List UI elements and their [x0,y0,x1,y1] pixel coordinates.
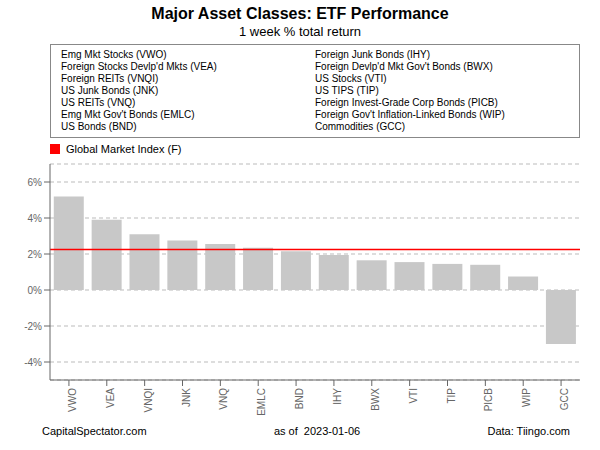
html-text:Commodities (GCC): Commodities (GCC) [315,121,405,132]
svg-text:TIP: TIP [446,388,457,404]
html-text:CapitalSpectator.com: CapitalSpectator.com [42,425,147,437]
html-text:Foreign Junk Bonds (IHY): Foreign Junk Bonds (IHY) [315,49,431,60]
html-text:US Junk Bonds (JNK): US Junk Bonds (JNK) [61,85,159,96]
svg-text:6%: 6% [28,177,43,188]
html-text:Foreign Gov't Inflation-Linked: Foreign Gov't Inflation-Linked Bonds (WI… [315,109,505,120]
html-text:US Bonds (BND): US Bonds (BND) [61,121,137,132]
svg-text:2%: 2% [28,249,43,260]
html-text:Foreign Invest-Grade Corp Bond: Foreign Invest-Grade Corp Bonds (PICB) [315,97,498,108]
html-text:1 week % total return: 1 week % total return [238,24,362,39]
svg-text:-4%: -4% [24,357,42,368]
html-text:Major Asset Classes: ETF Perfo: Major Asset Classes: ETF Performance [151,5,449,22]
html-text:US REITs (VNQ): US REITs (VNQ) [61,97,136,108]
svg-text:BWX: BWX [370,388,381,411]
html-text:Data: Tiingo.com: Data: Tiingo.com [487,425,570,437]
html-text:Emg Mkt Stocks (VWO): Emg Mkt Stocks (VWO) [61,49,167,60]
svg-text:VNQ: VNQ [218,388,229,410]
svg-text:VEA: VEA [105,388,116,408]
svg-text:EMLC: EMLC [256,388,267,416]
html-text:as of 2023-01-06: as of 2023-01-06 [273,425,361,437]
svg-text:VNQI: VNQI [143,388,154,412]
html-text:Foreign Devlp'd Mkt Gov't Bond: Foreign Devlp'd Mkt Gov't Bonds (BWX) [315,61,493,72]
html-text:US TIPS (TIP): US TIPS (TIP) [315,85,379,96]
html-text:Foreign REITs (VNQI): Foreign REITs (VNQI) [61,73,159,84]
html-text:Global Market Index (F): Global Market Index (F) [66,143,182,155]
svg-text:VTI: VTI [408,388,419,404]
svg-text:PICB: PICB [483,388,494,412]
html-text:Foreign Stocks Devlp'd Mkts (V: Foreign Stocks Devlp'd Mkts (VEA) [61,61,217,72]
svg-text:-2%: -2% [24,321,42,332]
html-text:US Stocks (VTI): US Stocks (VTI) [315,73,387,84]
svg-text:GCC: GCC [559,388,570,410]
svg-text:WIP: WIP [521,388,532,407]
svg-text:0%: 0% [28,285,43,296]
svg-text:JNK: JNK [181,388,192,407]
svg-text:4%: 4% [28,213,43,224]
svg-text:IHY: IHY [332,388,343,405]
svg-text:VWO: VWO [67,388,78,412]
svg-text:BND: BND [294,388,305,409]
html-text:Emg Mkt Gov't Bonds (EMLC): Emg Mkt Gov't Bonds (EMLC) [61,109,195,120]
